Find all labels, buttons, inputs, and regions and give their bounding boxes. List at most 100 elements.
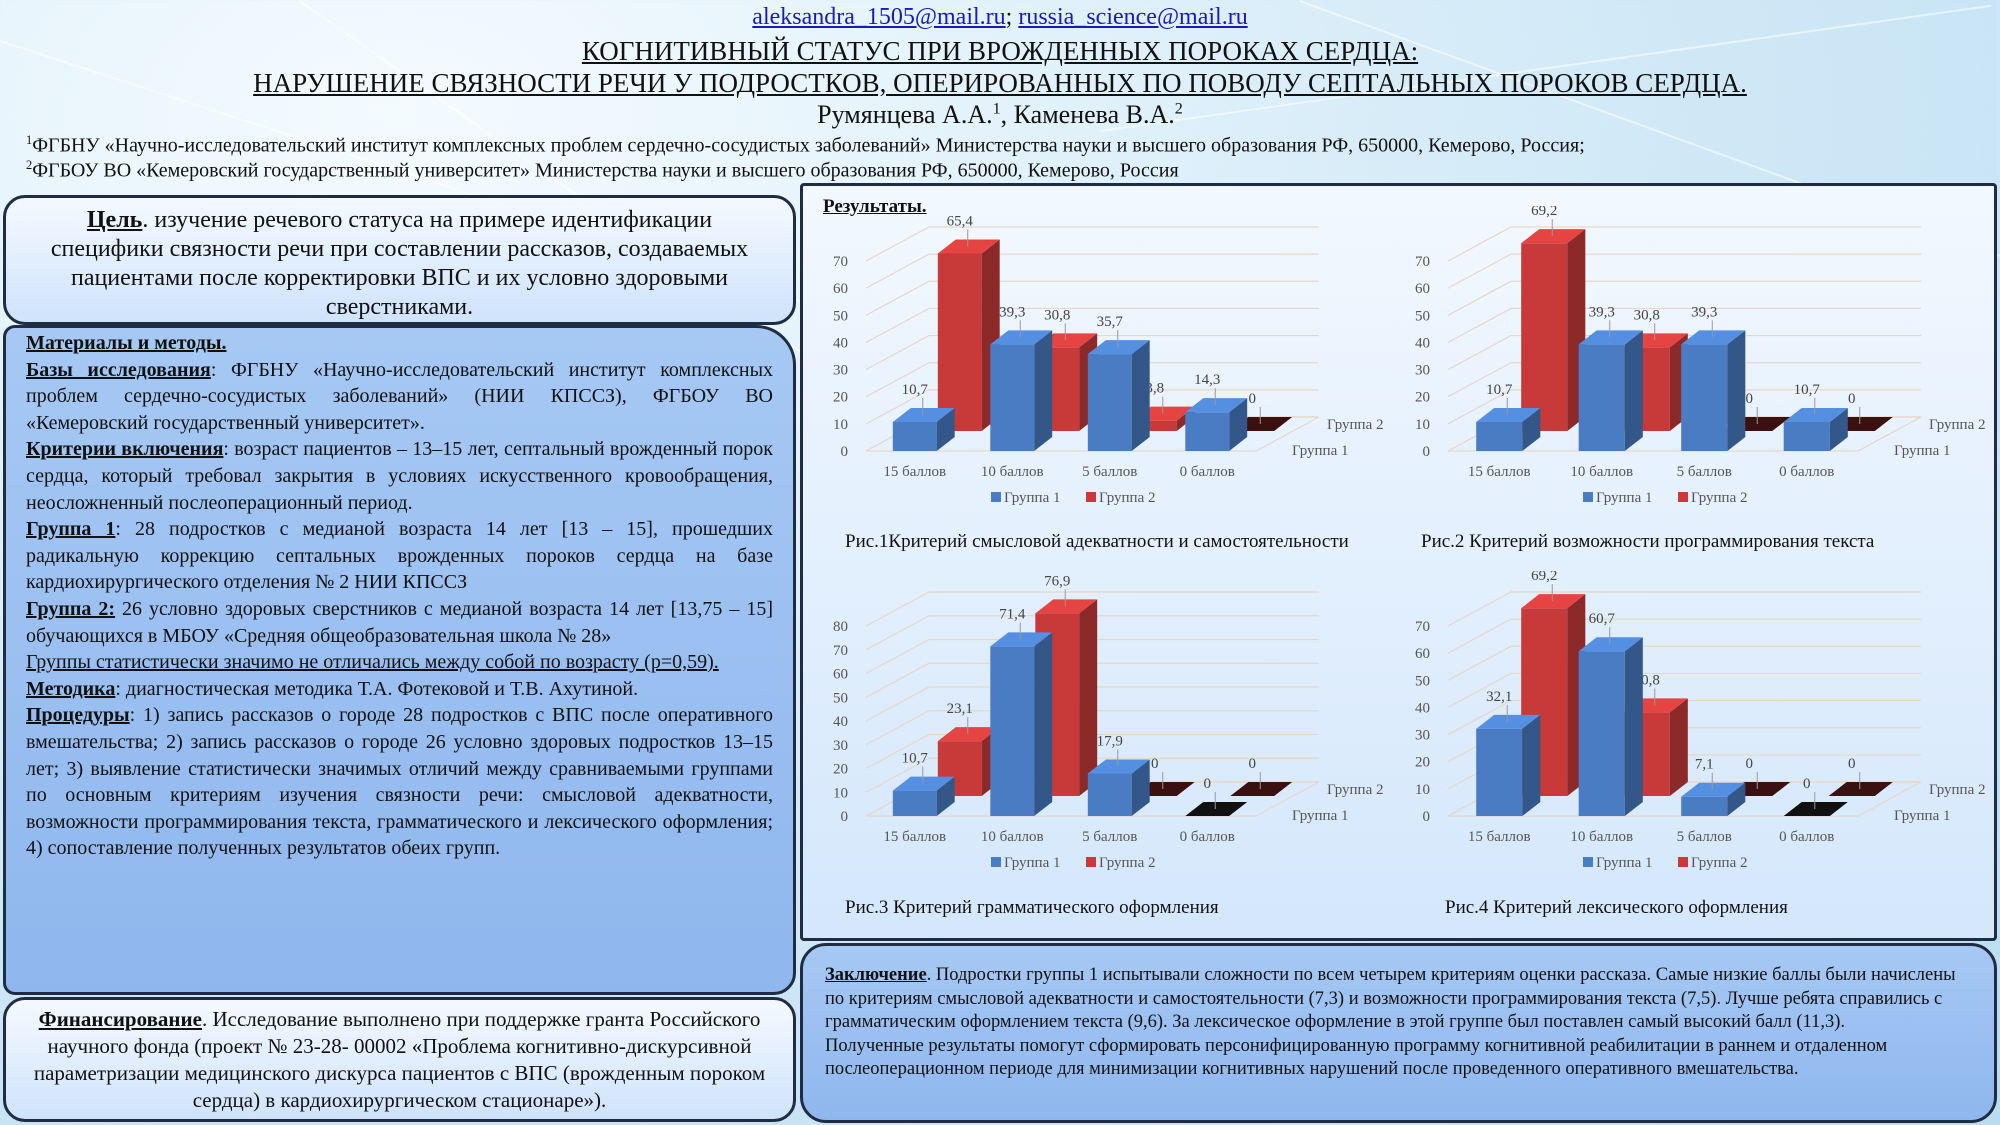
data-label: 0 [1848,391,1856,407]
y-tick-label: 50 [1415,308,1430,324]
author-separator: , [1000,100,1014,129]
data-label: 0 [1249,391,1257,407]
bar-front [1578,344,1625,451]
y-tick-label: 10 [1415,417,1430,433]
affiliation-2-marker: 2 [26,158,33,172]
x-tick-label: 15 баллов [883,464,946,480]
chart-legend: Группа 1 Группа 2 [1583,855,1748,871]
data-label: 10,7 [1794,382,1821,398]
email-link-2[interactable]: russia_science@mail.ru [1018,4,1248,30]
bar-side [1522,407,1541,451]
funding-text: . Исследование выполнено при поддержке г… [33,1007,766,1112]
data-label: 71,4 [999,606,1026,622]
x-tick-label: 10 баллов [1570,464,1633,480]
data-label: 35,7 [1097,314,1124,330]
affiliation-1-text: ФГБНУ «Научно-исследовательский институт… [32,134,1585,157]
bar-top [1578,637,1643,652]
contact-emails: aleksandra_1505@mail.ru; russia_science@… [0,4,2000,31]
bar-front [1476,421,1523,451]
gridline [865,591,1319,627]
bar-front [1087,354,1132,451]
bar-front [1132,420,1177,431]
x-tick-label: 0 баллов [1779,829,1834,845]
bar-top [1783,802,1848,816]
data-label: 23,1 [947,701,973,717]
bases-label: Базы исследования [26,358,211,381]
bar-top [1230,782,1293,796]
x-tick-label: 0 баллов [1779,464,1834,480]
chart-3-caption: Рис.3 Критерий грамматического оформлени… [845,897,1219,918]
data-label: 0 [1746,756,1754,772]
legend-swatch-group2 [1086,492,1096,502]
chart-2-caption: Рис.2 Критерий возможности программирова… [1421,531,1875,552]
gridline [1447,699,1921,736]
method-text: : диагностическая методика Т.А. Фотеково… [115,677,639,700]
data-label: 7,1 [1695,757,1714,773]
method-label: Методика [26,677,116,700]
bar-top [937,239,1000,254]
data-label: 76,9 [1044,573,1070,589]
bar-front [1681,796,1728,816]
bar-side [936,407,955,451]
bar: 39,3 [1578,304,1643,451]
y-tick-label: 20 [1415,390,1430,406]
y-tick-label: 60 [1415,281,1430,297]
legend-label-group1: Группа 1 [1596,490,1653,506]
chart-2: 0 10 20 30 40 50 60 70 69,2 30,8 0 0 10,7 39,3 39,3 10,… [1415,206,1986,506]
bar-side [1522,714,1541,816]
y-tick-label: 30 [1415,728,1430,744]
chart-3: 0 10 20 30 40 50 60 70 80 23,1 76,9 0 0 10,7 71,4 17,9 0… [833,573,1384,871]
data-label: 10,7 [902,751,929,767]
author-2-affiliation: 2 [1174,100,1183,118]
bar-top [1521,229,1586,244]
legend-swatch-group1 [991,492,1001,502]
gridline [865,389,1319,425]
group2-label: Группа 2: [26,597,116,620]
depth-label-group1: Группа 1 [1894,443,1951,459]
data-label: 0 [1803,776,1811,792]
gridline [865,280,1319,316]
bar: 0 [1185,776,1248,816]
y-tick-label: 40 [833,714,848,730]
bar-top [1578,330,1643,345]
goal-label: Цель [86,207,143,233]
data-label: 0 [1746,391,1754,407]
depth-label-group2: Группа 2 [1327,782,1384,798]
gridline [865,733,1319,770]
poster-title-line-2: НАРУШЕНИЕ СВЯЗНОСТИ РЕЧИ У ПОДРОСТКОВ, О… [253,68,1747,98]
bar: 10,7 [1476,382,1541,451]
y-tick-label: 80 [833,619,848,635]
bar-side [936,776,955,816]
chart-1: 0 10 20 30 40 50 60 70 65,4 30,8 3,8 0 10,7 39,3 35,7 1… [833,213,1384,506]
funding-label: Финансирование [38,1007,202,1031]
bar: 69,2 [1521,206,1586,431]
gridline [865,334,1319,371]
email-link-1[interactable]: aleksandra_1505@mail.ru [752,4,1006,30]
bar: 14,3 [1185,372,1248,451]
y-tick-label: 40 [833,335,848,351]
bar-top [892,407,955,422]
data-label: 10,7 [902,382,929,398]
y-tick-label: 60 [1415,646,1430,662]
y-tick-label: 0 [841,444,849,460]
chart-legend: Группа 1 Группа 2 [991,490,1156,506]
x-tick-label: 15 баллов [1468,829,1531,845]
results-title: Результаты. [823,196,927,217]
legend-label-group1: Группа 1 [1004,490,1061,506]
depth-label-group2: Группа 2 [1929,417,1986,433]
gridline [865,757,1319,793]
y-tick-label: 30 [833,738,848,754]
bar-top [990,330,1053,345]
data-label: 30,8 [1044,307,1070,323]
data-label: 39,3 [999,304,1025,320]
bar: 39,3 [990,304,1053,451]
depth-label-group1: Группа 1 [1292,808,1349,824]
gridline [1447,280,1921,316]
gridline [865,226,1319,262]
bar: 0 [1783,776,1848,816]
data-label: 3,8 [1145,381,1164,397]
legend-swatch-group1 [1583,857,1593,867]
bar-front [1578,651,1625,816]
